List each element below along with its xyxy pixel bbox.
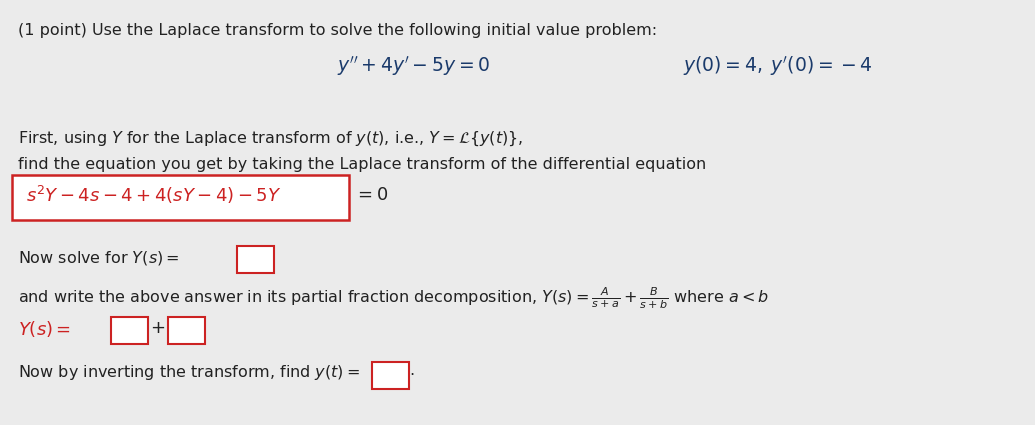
Text: Now solve for $Y(s) = $: Now solve for $Y(s) = $ [18,249,179,266]
Text: find the equation you get by taking the Laplace transform of the differential eq: find the equation you get by taking the … [18,157,706,172]
Text: .: . [409,363,414,378]
FancyBboxPatch shape [12,175,349,220]
Text: and write the above answer in its partial fraction decomposition, $Y(s) = \frac{: and write the above answer in its partia… [18,285,769,311]
Text: $y'' + 4y' - 5y = 0$: $y'' + 4y' - 5y = 0$ [337,54,491,78]
FancyBboxPatch shape [168,317,205,344]
FancyBboxPatch shape [111,317,148,344]
Text: Now by inverting the transform, find $y(t) = $: Now by inverting the transform, find $y(… [18,363,359,382]
Text: (1 point) Use the Laplace transform to solve the following initial value problem: (1 point) Use the Laplace transform to s… [18,23,657,38]
FancyBboxPatch shape [372,362,409,389]
Text: $= 0$: $= 0$ [354,186,388,204]
Text: $Y(s) = $: $Y(s) = $ [18,319,70,339]
FancyBboxPatch shape [237,246,274,273]
Text: $y(0) = 4, \; y'(0) = -4$: $y(0) = 4, \; y'(0) = -4$ [683,54,873,78]
Text: $s^2Y - 4s - 4 + 4(sY - 4) - 5Y$: $s^2Y - 4s - 4 + 4(sY - 4) - 5Y$ [26,184,282,207]
Text: $+$: $+$ [150,319,166,337]
Text: First, using $Y$ for the Laplace transform of $y(t)$, i.e., $Y = \mathcal{L}\{y(: First, using $Y$ for the Laplace transfo… [18,130,523,148]
